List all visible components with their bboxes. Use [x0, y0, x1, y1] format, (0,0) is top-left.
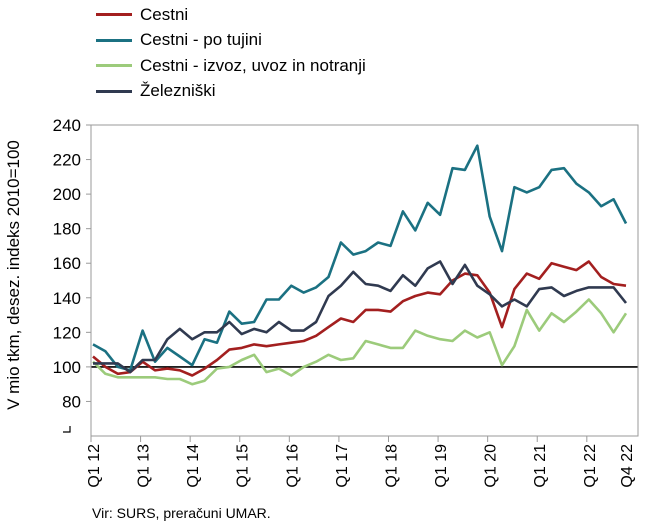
- y-tick-label: 240: [53, 116, 81, 135]
- y-axis: 80 100 120 140 160 180 200 220 240: [53, 116, 638, 433]
- legend: Cestni Cestni - po tujini Cestni - izvoz…: [96, 2, 366, 104]
- legend-swatch: [96, 38, 132, 42]
- legend-item-cestni: Cestni: [96, 2, 366, 28]
- x-axis: Q1 12 Q1 13 Q1 14 Q1 15 Q1 16 Q1 17 Q1 18 Q1 19…: [86, 436, 636, 488]
- legend-item-zelezniski: Železniški: [96, 79, 366, 105]
- series-line-1: [92, 144, 628, 372]
- x-tick-label: Q1 13: [136, 444, 153, 488]
- y-tick-label: 120: [53, 323, 81, 342]
- x-tick-label: Q1 18: [383, 444, 400, 488]
- y-tick-label: 80: [62, 392, 81, 411]
- legend-swatch: [96, 13, 132, 17]
- legend-label: Železniški: [140, 81, 216, 101]
- x-tick-label: Q1 19: [433, 444, 450, 488]
- x-tick-label: Q1 16: [284, 444, 301, 488]
- series-line-2: [92, 298, 628, 386]
- source-note: Vir: SURS, preračuni UMAR.: [92, 505, 271, 521]
- y-tick-label: 160: [53, 254, 81, 273]
- x-tick-label: Q1 17: [334, 444, 351, 488]
- y-tick-label: 220: [53, 151, 81, 170]
- x-tick-label: Q1 12: [86, 444, 103, 488]
- x-tick-label: Q1 14: [185, 444, 202, 488]
- x-tick-label: Q1 15: [235, 444, 252, 488]
- y-tick-label: 100: [53, 358, 81, 377]
- series-lines: [92, 144, 628, 386]
- legend-label: Cestni: [140, 4, 189, 24]
- x-tick-label: Q1 21: [532, 444, 549, 488]
- legend-item-cestni-po-tujini: Cestni - po tujini: [96, 28, 366, 54]
- y-axis-label: V mio tkm, desez. indeks 2010=100: [4, 140, 23, 410]
- legend-label: Cestni - izvoz, uvoz in notranji: [140, 55, 366, 75]
- legend-item-cestni-izvoz: Cestni - izvoz, uvoz in notranji: [96, 53, 366, 79]
- axis-break-marker: [63, 426, 71, 433]
- x-tick-label: Q4 22: [619, 444, 636, 488]
- y-tick-label: 140: [53, 289, 81, 308]
- legend-swatch: [96, 89, 132, 93]
- y-tick-label: 200: [53, 185, 81, 204]
- x-tick-label: Q1 22: [582, 444, 599, 488]
- series-line-3: [93, 260, 628, 374]
- series-line-0: [92, 260, 627, 377]
- plot-frame: [90, 124, 639, 437]
- x-tick-label: Q1 20: [483, 444, 500, 488]
- legend-label: Cestni - po tujini: [140, 30, 262, 50]
- y-tick-label: 180: [53, 220, 81, 239]
- legend-swatch: [96, 64, 132, 68]
